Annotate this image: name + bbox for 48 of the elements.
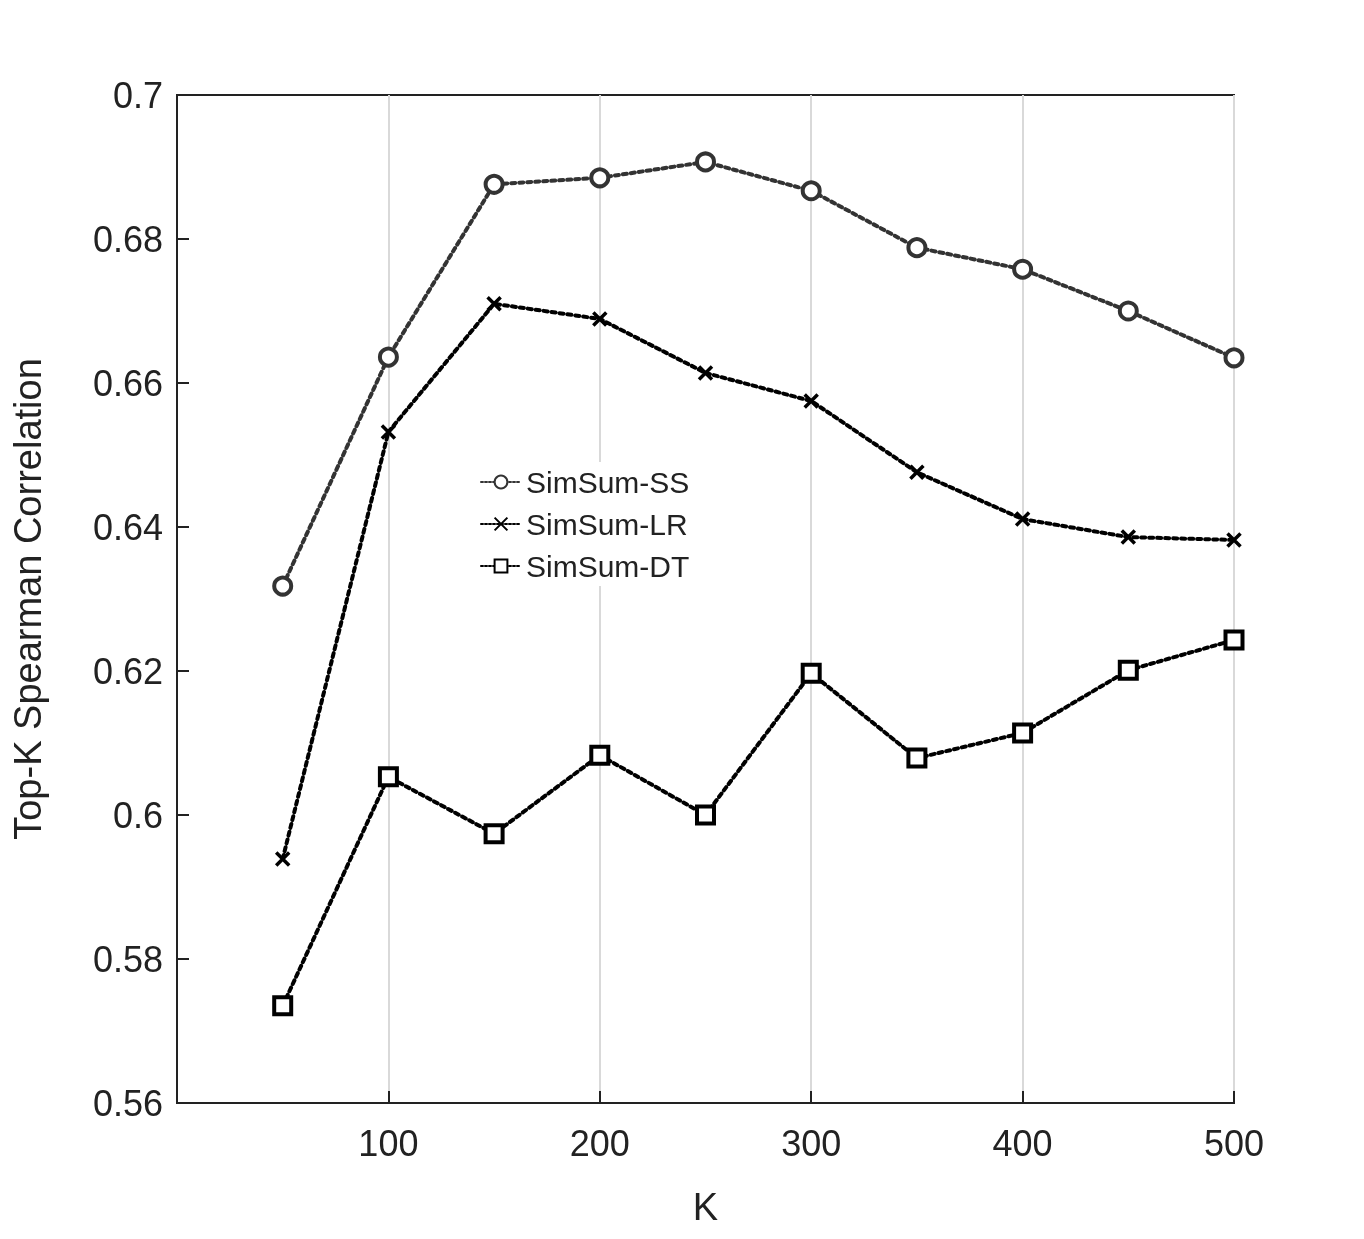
point	[908, 464, 926, 481]
point	[483, 173, 505, 195]
y-tick-label: 0.64	[92, 506, 163, 548]
point	[1012, 258, 1034, 280]
x-tick-label: 200	[569, 1122, 630, 1164]
point	[906, 747, 928, 769]
point	[274, 850, 291, 868]
y-tick-label: 0.58	[92, 938, 163, 980]
point	[800, 180, 822, 202]
legend-label: SimSum-LR	[526, 507, 688, 541]
point	[695, 804, 716, 826]
point	[1225, 531, 1243, 549]
point	[1012, 722, 1034, 744]
y-axis-title: Top-K Spearman Correlation	[7, 358, 49, 840]
y-tick-label: 0.7	[112, 74, 163, 116]
point	[695, 151, 716, 173]
x-tick-label: 500	[1203, 1122, 1265, 1164]
y-tick-label: 0.68	[92, 218, 163, 260]
point	[589, 167, 611, 189]
point	[802, 392, 820, 410]
point	[1117, 300, 1139, 322]
x-axis-title: K	[692, 1186, 719, 1228]
point	[1223, 629, 1245, 651]
point	[1014, 510, 1031, 528]
point	[377, 346, 399, 368]
point	[272, 575, 294, 597]
point	[800, 662, 822, 684]
point	[380, 423, 397, 441]
point	[697, 364, 714, 382]
point	[906, 237, 928, 259]
y-tick-label: 0.56	[92, 1082, 163, 1124]
y-tick-label: 0.62	[92, 650, 163, 692]
point	[1117, 659, 1139, 681]
y-tick-label: 0.6	[112, 794, 163, 836]
x-tick-label: 100	[358, 1122, 419, 1164]
legend-label: SimSum-DT	[526, 549, 690, 583]
point	[1223, 347, 1245, 369]
point	[485, 295, 503, 313]
point	[591, 310, 609, 328]
point	[272, 995, 294, 1017]
x-tick-label: 300	[781, 1122, 842, 1164]
x-tick-label: 400	[992, 1122, 1053, 1164]
y-tick-label: 0.66	[92, 362, 163, 404]
legend-label: SimSum-SS	[526, 465, 690, 499]
point	[377, 766, 399, 788]
point	[589, 744, 611, 766]
point	[1120, 528, 1137, 546]
point	[483, 823, 505, 845]
